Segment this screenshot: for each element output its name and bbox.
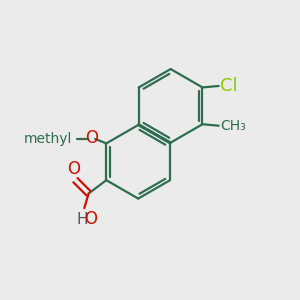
Text: Cl: Cl [220,77,238,95]
Text: O: O [84,210,97,228]
Text: O: O [68,160,80,178]
Text: CH₃: CH₃ [220,119,246,133]
Text: methyl: methyl [24,132,73,146]
Text: O: O [85,129,98,147]
Text: H: H [77,212,88,227]
